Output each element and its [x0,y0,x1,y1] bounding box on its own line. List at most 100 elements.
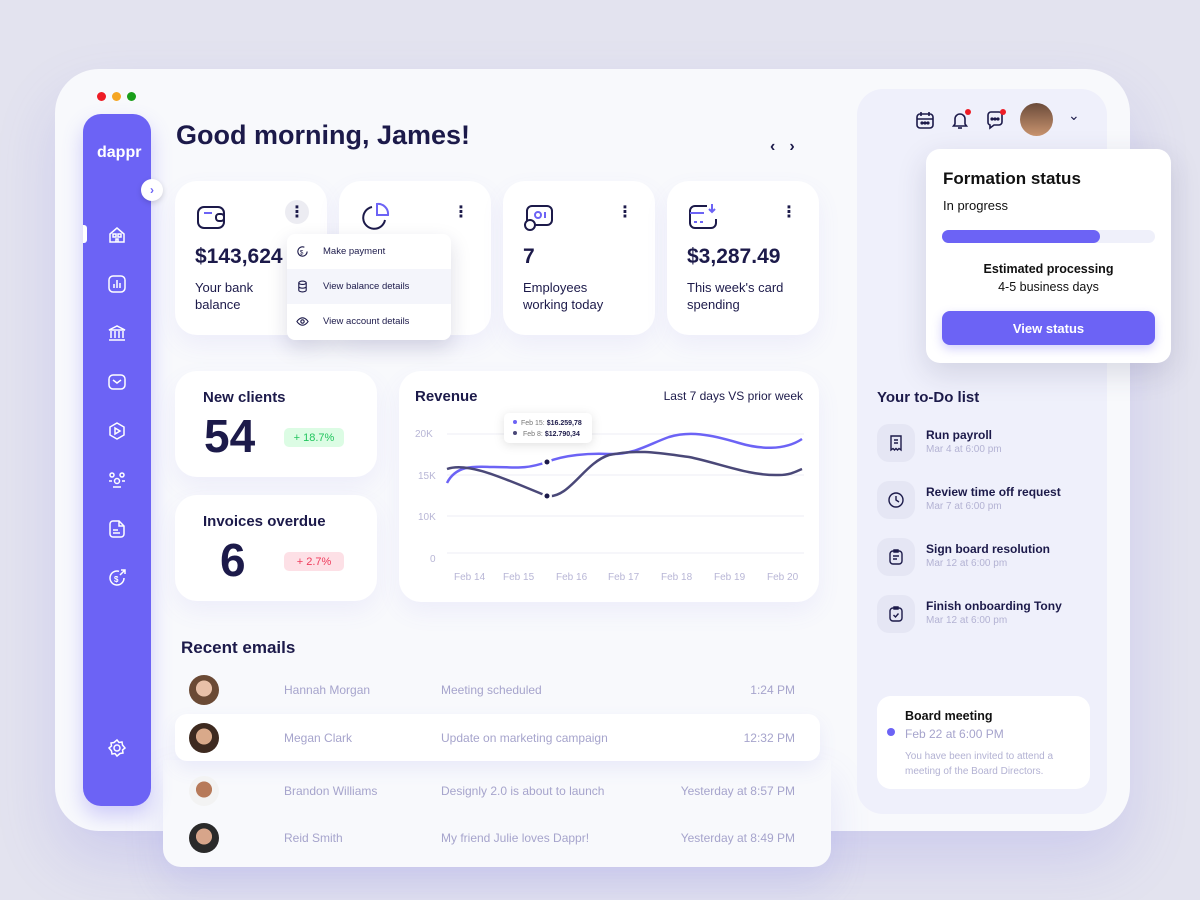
series-last-7-days [445,432,803,484]
chat-icon [987,110,1003,130]
stat-card-card-spending[interactable]: ⋮ $3,287.49 This week's card spending [667,181,819,335]
revenue-line-chart[interactable]: 20K 15K 10K 0 Feb 14 Feb 15 Feb 16 Feb 17 Feb… [399,371,819,602]
home-icon[interactable] [107,225,127,245]
clock-icon [888,492,904,508]
sidebar-expand-button[interactable]: › [141,179,163,201]
profile-dropdown-chevron-icon[interactable]: ⌄ [1068,107,1080,123]
svg-text:Feb 18: Feb 18 [661,572,693,583]
coins-icon [298,280,307,293]
revenue-title: Revenue [415,388,478,405]
play-hexagon-icon[interactable] [107,421,127,441]
dollar-icon: $ [297,246,308,257]
wallet-icon [197,206,225,229]
menu-item-view-account-details[interactable]: View account details [287,304,451,339]
bar-chart-icon[interactable] [107,274,127,294]
stat-menu-button[interactable]: ⋮ [453,204,469,221]
notifications-button[interactable] [950,108,971,130]
progress-fill [942,230,1100,243]
email-row[interactable]: Hannah Morgan Meeting scheduled 1:24 PM [175,666,820,713]
eye-icon [296,317,309,326]
employee-clock-icon [524,205,553,231]
stat-label: Your bank balance [195,280,254,312]
window-controls [97,92,136,101]
new-clients-value: 54 [204,410,256,462]
stat-menu-button[interactable]: ⋮ [781,204,797,221]
users-icon[interactable] [107,470,127,490]
formation-status-card: Formation status In progress Estimated p… [926,149,1171,363]
next-button[interactable]: › [789,138,795,155]
svg-text:Feb 20: Feb 20 [767,572,799,583]
carousel-nav: ‹ › [770,138,795,156]
prev-button[interactable]: ‹ [770,138,776,155]
email-row[interactable]: Megan Clark Update on marketing campaign… [175,714,820,761]
gear-icon[interactable] [107,738,127,758]
menu-item-make-payment[interactable]: $ Make payment [287,234,451,269]
clipboard-check-icon [889,606,903,622]
recent-emails-title: Recent emails [181,638,296,657]
change-badge-positive: + 18.7% [284,428,344,447]
context-menu: $ Make payment View balance details View… [287,234,451,340]
stat-menu-button[interactable]: ⋮ [617,204,633,221]
pie-chart-icon [362,202,390,230]
todo-item[interactable]: Sign board resolution Mar 12 at 6:00 pm [877,538,1050,576]
email-row[interactable]: Brandon Williams Designly 2.0 is about t… [175,767,820,814]
receipt-icon [890,435,902,452]
notification-badge [965,108,971,115]
message-badge [1000,108,1006,115]
active-indicator [83,225,87,243]
avatar [189,775,219,806]
y-tick: 10K [418,512,436,523]
profile-avatar[interactable] [1020,103,1053,136]
stat-value: $143,624 [195,245,283,268]
stat-menu-button[interactable]: ⋮ [285,200,309,224]
dollar-cycle-icon[interactable]: $ [107,568,127,588]
invoices-label: Invoices overdue [203,513,326,530]
event-dot-icon [887,728,895,736]
svg-text:Feb 15: Feb 15 [503,572,535,583]
stat-value: $3,287.49 [687,245,781,268]
close-window-button[interactable] [97,92,106,101]
maximize-window-button[interactable] [127,92,136,101]
view-status-button[interactable]: View status [942,311,1155,345]
messages-button[interactable] [985,108,1006,130]
chart-tooltip: Feb 15: $16.259,78 Feb 8: $12.790,34 [504,413,592,443]
minimize-window-button[interactable] [112,92,121,101]
top-bar-icons: ⌄ [915,103,1080,136]
todo-title: Your to-Do list [877,389,980,406]
invoices-overdue-card[interactable]: Invoices overdue 6 + 2.7% [175,495,377,601]
logo: dappr [97,144,142,161]
svg-text:Feb 15: $16.259,78: Feb 15: $16.259,78 [521,420,582,427]
avatar [189,674,219,705]
y-tick: 15K [418,471,436,482]
todo-item[interactable]: Finish onboarding Tony Mar 12 at 6:00 pm [877,595,1062,633]
revenue-period[interactable]: Last 7 days VS prior week [663,389,803,403]
menu-item-view-balance-details[interactable]: View balance details [287,269,451,304]
todo-item[interactable]: Run payroll Mar 4 at 6:00 pm [877,424,1002,462]
todo-item[interactable]: Review time off request Mar 7 at 6:00 pm [877,481,1061,519]
invoices-value: 6 [220,534,246,586]
bank-icon[interactable] [107,323,127,343]
y-tick: 0 [430,554,436,565]
mail-icon[interactable] [107,372,127,392]
svg-text:Feb 17: Feb 17 [608,572,640,583]
new-clients-card[interactable]: New clients 54 + 18.7% [175,371,377,477]
formation-title: Formation status [943,169,1081,188]
formation-progress-bar [942,230,1155,243]
card-download-icon [689,204,717,229]
bell-icon [951,112,969,129]
stat-value: 7 [523,245,535,268]
avatar [189,722,219,753]
revenue-chart-card: Revenue Last 7 days VS prior week 20K 15K… [399,371,819,602]
document-icon[interactable] [107,519,127,539]
estimated-value: 4-5 business days [998,280,1099,294]
calendar-icon[interactable] [915,110,935,130]
series-prior-week [446,450,803,498]
new-clients-label: New clients [203,389,286,406]
svg-text:$: $ [114,575,119,584]
change-badge-negative: + 2.7% [284,552,344,571]
stat-label: This week's card spending [687,280,784,312]
email-row[interactable]: Reid Smith My friend Julie loves Dappr! … [175,814,820,861]
board-meeting-card[interactable]: Board meeting Feb 22 at 6:00 PM You have… [877,696,1090,789]
meeting-date: Feb 22 at 6:00 PM [905,727,1004,741]
stat-card-employees[interactable]: ⋮ 7 Employees working today [503,181,655,335]
